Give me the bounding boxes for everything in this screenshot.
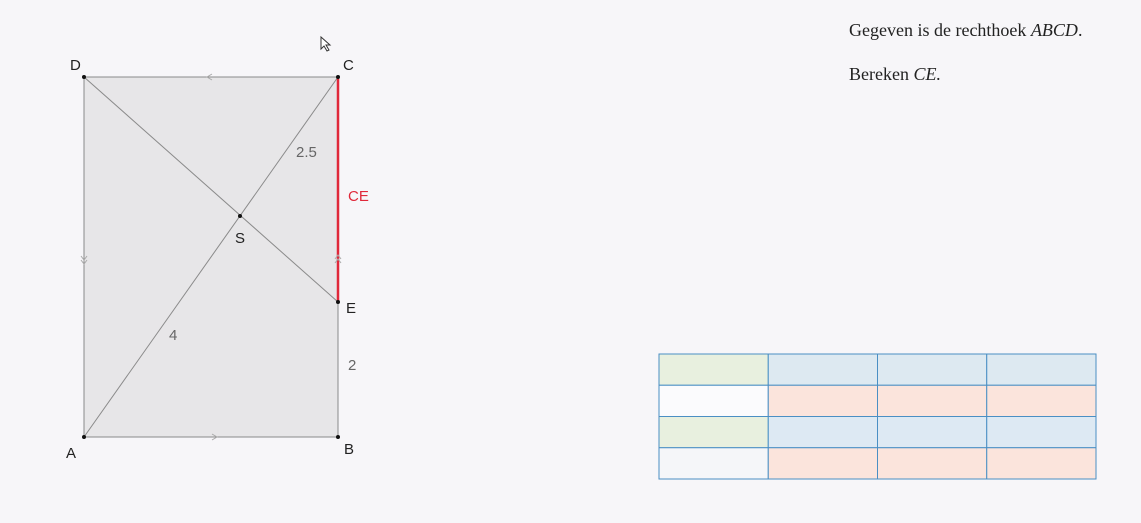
table-cell	[658, 447, 769, 480]
point-label: B	[344, 441, 354, 458]
parallel-marks	[80, 73, 342, 441]
length-label: 2.5	[296, 144, 317, 161]
point-label: C	[343, 57, 354, 74]
point	[336, 75, 340, 79]
figure: D C A B E S 2.5 4 2 CE	[66, 57, 369, 462]
table-cell	[877, 384, 988, 417]
instruction: Bereken CE.	[849, 64, 941, 84]
table-cell	[877, 353, 988, 386]
segment-ac	[83, 76, 339, 438]
length-label: 4	[169, 327, 177, 344]
point-label: D	[70, 57, 81, 74]
table-cell	[877, 447, 988, 480]
table-cell	[658, 416, 769, 449]
point	[336, 300, 340, 304]
table-cell	[767, 353, 878, 386]
table-cell	[658, 353, 769, 386]
point	[238, 214, 242, 218]
table-cell	[986, 384, 1097, 417]
point-label: S	[235, 230, 245, 247]
table-cell	[986, 353, 1097, 386]
table-cell	[986, 447, 1097, 480]
text-part: .	[1078, 20, 1083, 40]
point	[336, 435, 340, 439]
table-cell	[986, 416, 1097, 449]
table-cell	[767, 384, 878, 417]
point-label: A	[66, 445, 76, 462]
cursor	[320, 35, 332, 52]
instruction: Gegeven is de rechthoek ABCD.	[849, 20, 1082, 40]
text-part: Bereken	[849, 64, 913, 84]
point	[82, 435, 86, 439]
length-label: 2	[348, 357, 356, 374]
text-part: Gegeven is de rechthoek	[849, 20, 1031, 40]
segment-de	[83, 76, 339, 303]
table-cell	[877, 416, 988, 449]
table-cell	[658, 384, 769, 417]
point-label: E	[346, 300, 356, 317]
point	[82, 75, 86, 79]
table-cell	[767, 447, 878, 480]
points	[82, 75, 340, 439]
text-part: CE.	[913, 64, 941, 84]
text-part: ABCD	[1030, 20, 1078, 40]
answer-table	[658, 353, 1097, 480]
segment-label: CE	[348, 188, 369, 205]
table-cell	[767, 416, 878, 449]
